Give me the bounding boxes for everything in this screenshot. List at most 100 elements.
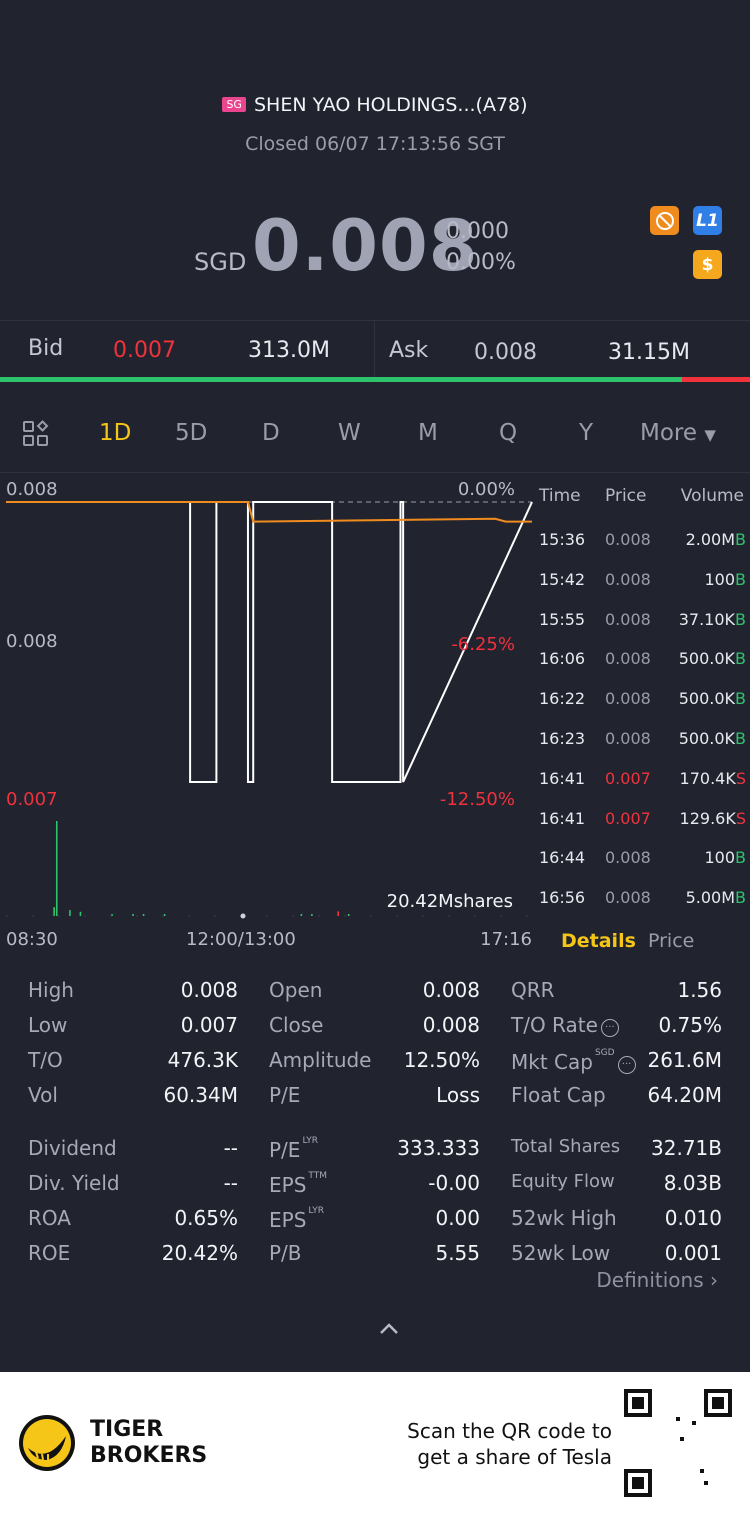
ask-price: 0.008 [474,340,537,365]
stat-label-text: Open [269,978,323,1002]
chevron-up-icon[interactable] [376,1318,402,1342]
trade-time: 16:44 [539,848,586,868]
stat-label: Dividend [28,1136,117,1160]
tab-month[interactable]: M [418,420,438,446]
promo-line-2: get a share of Tesla [417,1445,612,1469]
trade-price: 0.008 [605,689,651,709]
stat-label-text: ROE [28,1241,71,1265]
stat-value: 261.6M [647,1048,722,1072]
tab-more[interactable]: More ▼ [640,420,716,446]
layout-grid-icon[interactable] [22,420,50,454]
bid-label: Bid [28,336,64,361]
brand-line-1: TIGER [90,1417,164,1442]
trade-volume: 170.4KS [680,769,746,788]
stat-label-text: 52wk Low [511,1241,611,1265]
qr-module [680,1437,684,1441]
ask-ratio-bar [681,377,750,382]
last-price: 0.008 [252,205,479,287]
volume-bar [337,911,339,916]
trade-side: B [735,649,746,669]
tab-year[interactable]: Y [579,420,594,446]
volume-bar [300,914,303,916]
qr-code-icon [624,1389,732,1501]
tab-1d[interactable]: 1D [99,420,132,446]
stat-label: Close [269,1013,323,1037]
stat-value: 0.001 [664,1241,722,1265]
volume-bar [53,907,55,916]
tab-day[interactable]: D [262,420,280,446]
stat-value: 1.56 [677,978,722,1002]
trade-volume-value: 5.00M [685,888,736,908]
trade-side: S [735,808,746,828]
tab-price[interactable]: Price [648,930,695,952]
ask-size: 31.15M [608,340,690,365]
market-status: Closed 06/07 17:13:56 SGT [245,133,505,155]
tab-quarter[interactable]: Q [499,420,518,446]
stat-value: 32.71B [651,1136,722,1160]
definitions-label: Definitions [596,1268,704,1292]
stat-label: ROA [28,1206,71,1230]
trade-volume-value: 500.0K [678,689,736,709]
tab-5d[interactable]: 5D [175,420,208,446]
y-label-top: 0.008 [6,479,58,500]
level1-icon[interactable]: L1 [693,206,722,235]
definitions-link[interactable]: Definitions › [596,1268,718,1292]
stat-label-text: P/E [269,1083,301,1107]
stat-label-text: Mkt Cap [511,1050,593,1074]
volume-bar [69,910,71,916]
trade-price: 0.008 [605,888,651,908]
stat-label-text: Equity Flow [511,1171,615,1192]
qr-module [624,1469,628,1497]
currency-dollar-icon[interactable]: $ [693,250,722,279]
stat-label-text: EPS [269,1173,307,1197]
info-icon[interactable]: ··· [600,1019,619,1037]
stat-label-text: High [28,978,74,1002]
average-line [6,501,532,523]
tab-details[interactable]: Details [561,930,636,952]
trade-volume: 37.10KB [679,610,746,629]
period-tabs: 1D 5D D W M Q Y More ▼ [0,412,750,460]
trade-volume-value: 37.10K [678,609,736,629]
trade-volume: 500.0KB [679,649,746,668]
trade-time: 15:55 [539,609,586,629]
trade-price: 0.008 [605,569,651,589]
tab-more-label: More [640,420,698,446]
trade-row: 15:42 0.008 100B [535,570,750,610]
trade-price: 0.008 [605,609,651,629]
volume-bar [311,914,313,916]
trade-volume-value: 100 [704,848,736,868]
qr-module [676,1417,680,1421]
stat-label: Amplitude [269,1048,372,1072]
info-icon[interactable]: ··· [617,1056,636,1074]
tab-week[interactable]: W [338,420,361,446]
trade-time: 16:56 [539,888,586,908]
trade-row: 16:23 0.008 500.0KB [535,729,750,769]
bid-ask-bar: Bid 0.007 313.0M Ask 0.008 31.15M [0,320,750,379]
no-trade-icon[interactable] [650,206,679,235]
qr-module [624,1493,652,1497]
change-value: 0.000 [446,219,509,244]
promo-footer[interactable]: TIGER BROKERS Scan the QR code to get a … [0,1372,750,1517]
qr-module [700,1469,704,1473]
stat-label-text: Float Cap [511,1083,606,1107]
stat-label: EPS LYR [269,1206,324,1232]
chevron-right-icon: › [710,1268,718,1292]
qr-module [728,1389,732,1417]
pct-label-top: 0.00% [457,479,515,500]
stat-label: T/O [28,1048,63,1072]
trade-price: 0.008 [605,649,651,669]
intraday-chart[interactable]: 0.008 0.008 0.007 0.00% -6.25% -12.50% 2… [0,474,535,954]
stat-value: -- [223,1136,238,1160]
bid-ratio-bar [0,377,682,382]
bid-size: 313.0M [248,338,330,363]
stat-label-text: P/E [269,1138,301,1162]
stat-label: Vol [28,1083,58,1107]
trade-volume: 129.6KS [680,809,746,828]
trade-volume-value: 500.0K [678,649,736,669]
trade-row: 16:22 0.008 500.0KB [535,689,750,729]
trade-time: 15:42 [539,569,586,589]
stat-value: -0.00 [428,1171,480,1195]
stat-label-text: Low [28,1013,68,1037]
stat-label: P/E LYR [269,1136,318,1162]
price-change: 0.000 0.00% [446,216,516,278]
